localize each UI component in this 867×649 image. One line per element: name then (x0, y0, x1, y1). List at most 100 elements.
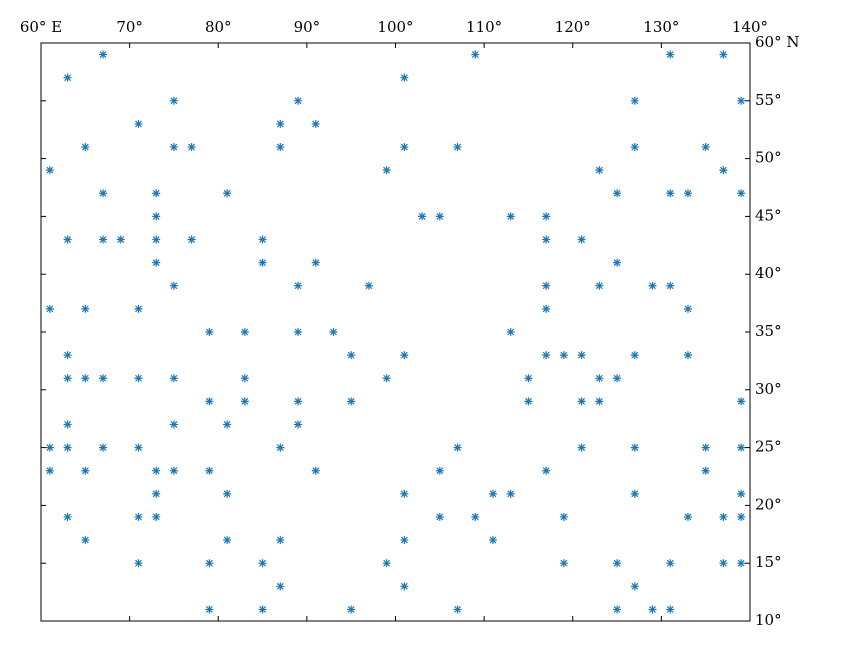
point (134, 304, 143, 313)
point (506, 212, 515, 221)
point (134, 374, 143, 383)
y-tick-label: 60° N (755, 33, 799, 51)
point (134, 559, 143, 568)
point (152, 466, 161, 475)
point (311, 119, 320, 128)
point (613, 559, 622, 568)
point (294, 420, 303, 429)
point (116, 235, 125, 244)
point (152, 235, 161, 244)
point (435, 466, 444, 475)
point (400, 73, 409, 82)
point (737, 189, 746, 198)
point (471, 50, 480, 59)
point (63, 235, 72, 244)
point (648, 605, 657, 614)
point (223, 189, 232, 198)
point (187, 143, 196, 152)
point (683, 304, 692, 313)
point (524, 374, 533, 383)
point (294, 96, 303, 105)
point (737, 512, 746, 521)
point (276, 536, 285, 545)
point (99, 235, 108, 244)
point (223, 420, 232, 429)
point (542, 212, 551, 221)
y-tick-label: 40° (755, 264, 782, 282)
point (134, 119, 143, 128)
point (737, 559, 746, 568)
point (63, 443, 72, 452)
point (99, 50, 108, 59)
point (719, 512, 728, 521)
point (347, 605, 356, 614)
point (205, 605, 214, 614)
y-tick-label: 50° (755, 149, 782, 167)
point (595, 281, 604, 290)
point (559, 351, 568, 360)
point (187, 235, 196, 244)
point (719, 166, 728, 175)
point (81, 466, 90, 475)
point (169, 96, 178, 105)
point (276, 119, 285, 128)
point (223, 489, 232, 498)
point (542, 466, 551, 475)
point (542, 304, 551, 313)
point (577, 397, 586, 406)
point (152, 189, 161, 198)
point (524, 397, 533, 406)
point (276, 443, 285, 452)
x-tick-label: 90° (294, 18, 321, 36)
point (223, 536, 232, 545)
plot-frame (40, 42, 751, 622)
point (81, 143, 90, 152)
x-tick-label: 100° (377, 18, 413, 36)
point (134, 443, 143, 452)
y-tick-label: 20° (755, 495, 782, 513)
point (453, 605, 462, 614)
point (81, 304, 90, 313)
point (683, 351, 692, 360)
point (134, 512, 143, 521)
point (435, 512, 444, 521)
point (45, 443, 54, 452)
point (577, 443, 586, 452)
point (453, 143, 462, 152)
x-tick-label: 70° (116, 18, 143, 36)
point (45, 466, 54, 475)
point (63, 420, 72, 429)
point (488, 536, 497, 545)
point (701, 143, 710, 152)
point (152, 212, 161, 221)
point (701, 443, 710, 452)
point (81, 536, 90, 545)
point (630, 143, 639, 152)
point (311, 258, 320, 267)
point (719, 50, 728, 59)
point (577, 351, 586, 360)
point (63, 351, 72, 360)
point (630, 582, 639, 591)
point (169, 281, 178, 290)
point (630, 96, 639, 105)
point (45, 166, 54, 175)
x-tick-label: 140° (732, 18, 768, 36)
y-tick-label: 30° (755, 380, 782, 398)
point (666, 50, 675, 59)
point (630, 443, 639, 452)
point (276, 582, 285, 591)
point (595, 374, 604, 383)
point (99, 374, 108, 383)
point (595, 166, 604, 175)
x-tick-label: 80° (205, 18, 232, 36)
point (453, 443, 462, 452)
point (435, 212, 444, 221)
point (294, 281, 303, 290)
point (666, 605, 675, 614)
point (294, 328, 303, 336)
point (719, 559, 728, 568)
point (329, 328, 338, 336)
